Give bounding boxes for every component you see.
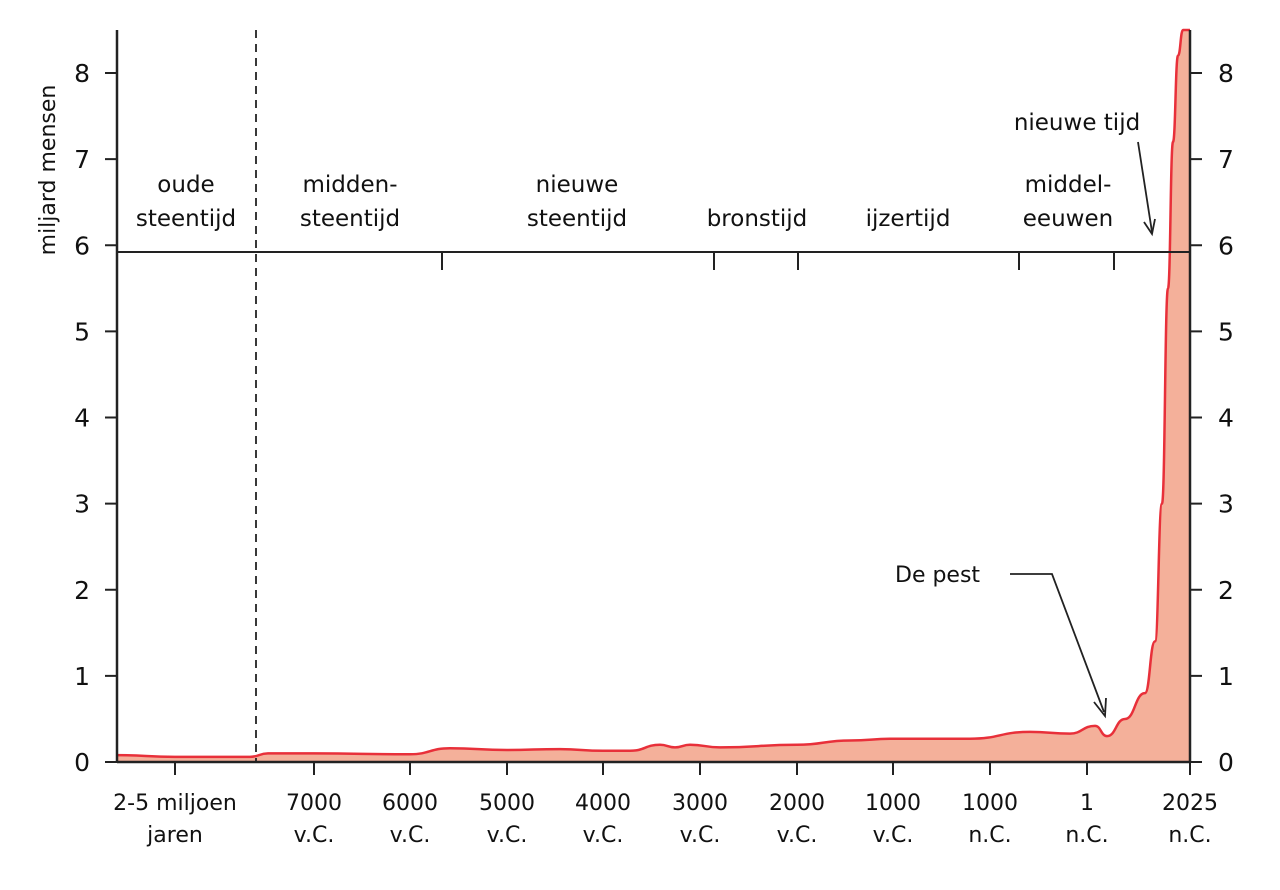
y-tick-label-right: 4 [1218,404,1234,433]
y-tick-label-left: 0 [74,748,90,777]
area-fill [117,29,1190,762]
era-label: midden- [302,172,397,198]
x-tick-label: 1 [1080,791,1094,816]
x-tick-label: 2025 [1162,791,1218,816]
chart-frame [115,30,1192,764]
nieuwe-tijd-arrow [1137,141,1153,233]
y-tick-label-left: 3 [74,490,90,519]
era-label: middel- [1025,172,1112,198]
series-line [116,28,1190,759]
x-tick-label: 1000 [962,791,1018,816]
x-tick-label-sub: v.C. [390,823,431,848]
x-tick-label: 4000 [575,791,631,816]
annotations: De pest [895,141,1156,719]
y-tick-label-left: 8 [74,59,90,88]
population-area [116,28,1190,762]
era-labels: oude steentijd midden-steentijd nieuwe steen… [136,110,1140,232]
x-tick-label: 7000 [286,791,342,816]
y-tick-label-left: 4 [74,404,90,433]
y-tick-label-left: 6 [74,231,90,260]
era-label: oude [157,172,214,198]
x-tick-label-sub: v.C. [487,823,528,848]
era-label-sub: ijzertijd [866,206,951,232]
era-label-sub: bronstijd [707,206,808,232]
x-tick-label-sub: n.C. [1168,823,1211,848]
x-tick-label: 1000 [865,791,921,816]
y-tick-label-right: 1 [1218,662,1234,691]
y-tick-label-right: 5 [1218,317,1234,346]
y-axis-ticks: 0 0 1 1 2 2 3 3 4 4 5 5 6 6 7 7 8 8 [74,59,1234,777]
x-tick-label: 5000 [479,791,535,816]
y-tick-label-right: 8 [1218,59,1234,88]
era-label-sub: steentijd [527,206,627,232]
x-tick-label: 2-5 miljoen [113,791,237,816]
era-label-sub: steentijd [136,206,236,232]
era-label-sub: eeuwen [1023,206,1113,232]
x-tick-label-sub: v.C. [777,823,818,848]
x-tick-label-sub: n.C. [1065,823,1108,848]
y-axis-label: miljard mensen [36,85,61,256]
x-tick-label: 6000 [382,791,438,816]
era-label: nieuwe [536,172,619,198]
de-pest-label: De pest [895,563,980,588]
x-tick-label-sub: v.C. [873,823,914,848]
x-tick-label-sub: jaren [146,823,203,848]
x-tick-label-sub: v.C. [583,823,624,848]
x-tick-label: 2000 [769,791,825,816]
y-tick-label-left: 5 [74,317,90,346]
era-label-sub: steentijd [300,206,400,232]
y-tick-label-right: 6 [1218,231,1234,260]
x-axis-ticks: 2-5 miljoen jaren 7000 v.C. 6000 v.C. 5000 v.C.… [113,762,1218,848]
y-tick-label-right: 0 [1218,748,1234,777]
de-pest-arrow [1010,573,1105,713]
era-label: nieuwe tijd [1014,110,1140,136]
de-pest-arrowhead [1093,697,1107,719]
x-tick-label-sub: v.C. [294,823,335,848]
y-tick-label-right: 7 [1218,145,1234,174]
x-tick-label: 3000 [672,791,728,816]
y-tick-label-right: 2 [1218,576,1234,605]
y-tick-label-left: 7 [74,145,90,174]
nieuwe-tijd-arrowhead [1143,218,1156,237]
y-tick-label-right: 3 [1218,490,1234,519]
x-tick-label-sub: n.C. [968,823,1011,848]
x-tick-label-sub: v.C. [680,823,721,848]
y-tick-label-left: 2 [74,576,90,605]
y-tick-label-left: 1 [74,662,90,691]
